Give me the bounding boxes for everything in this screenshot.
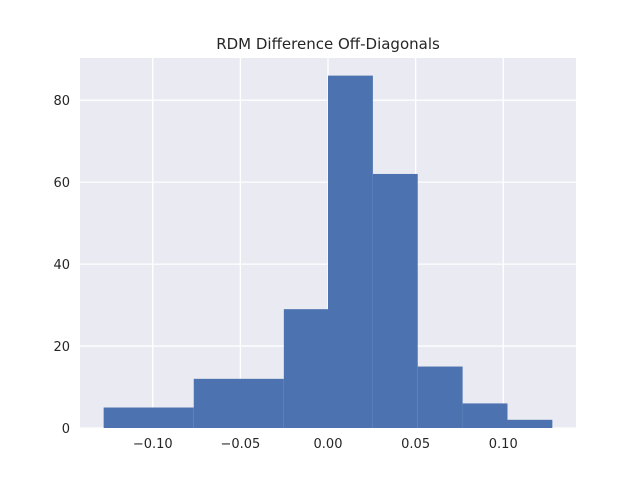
histogram-bar <box>283 309 328 428</box>
histogram-bar <box>193 378 284 428</box>
x-tick-label: 0.00 <box>314 437 343 452</box>
y-tick-label: 20 <box>53 340 70 355</box>
x-axis-ticks: −0.10 −0.05 0.00 0.05 0.10 <box>133 437 518 452</box>
x-tick-label: −0.10 <box>133 437 173 452</box>
histogram-bar <box>417 366 463 428</box>
y-axis-ticks: 0 20 40 60 80 <box>53 94 70 437</box>
x-tick-label: 0.05 <box>401 437 430 452</box>
y-tick-label: 60 <box>53 176 70 191</box>
x-tick-label: 0.10 <box>489 437 518 452</box>
histogram-bars <box>103 75 553 428</box>
histogram-bar <box>462 403 508 428</box>
histogram-bar <box>372 173 418 428</box>
y-tick-label: 0 <box>62 422 70 437</box>
histogram-bar <box>328 75 373 428</box>
histogram-bar <box>507 419 553 428</box>
y-tick-label: 40 <box>53 258 70 273</box>
x-tick-label: −0.05 <box>220 437 260 452</box>
chart-title: RDM Difference Off-Diagonals <box>216 35 440 53</box>
histogram-bar <box>103 407 194 428</box>
y-tick-label: 80 <box>53 94 70 109</box>
